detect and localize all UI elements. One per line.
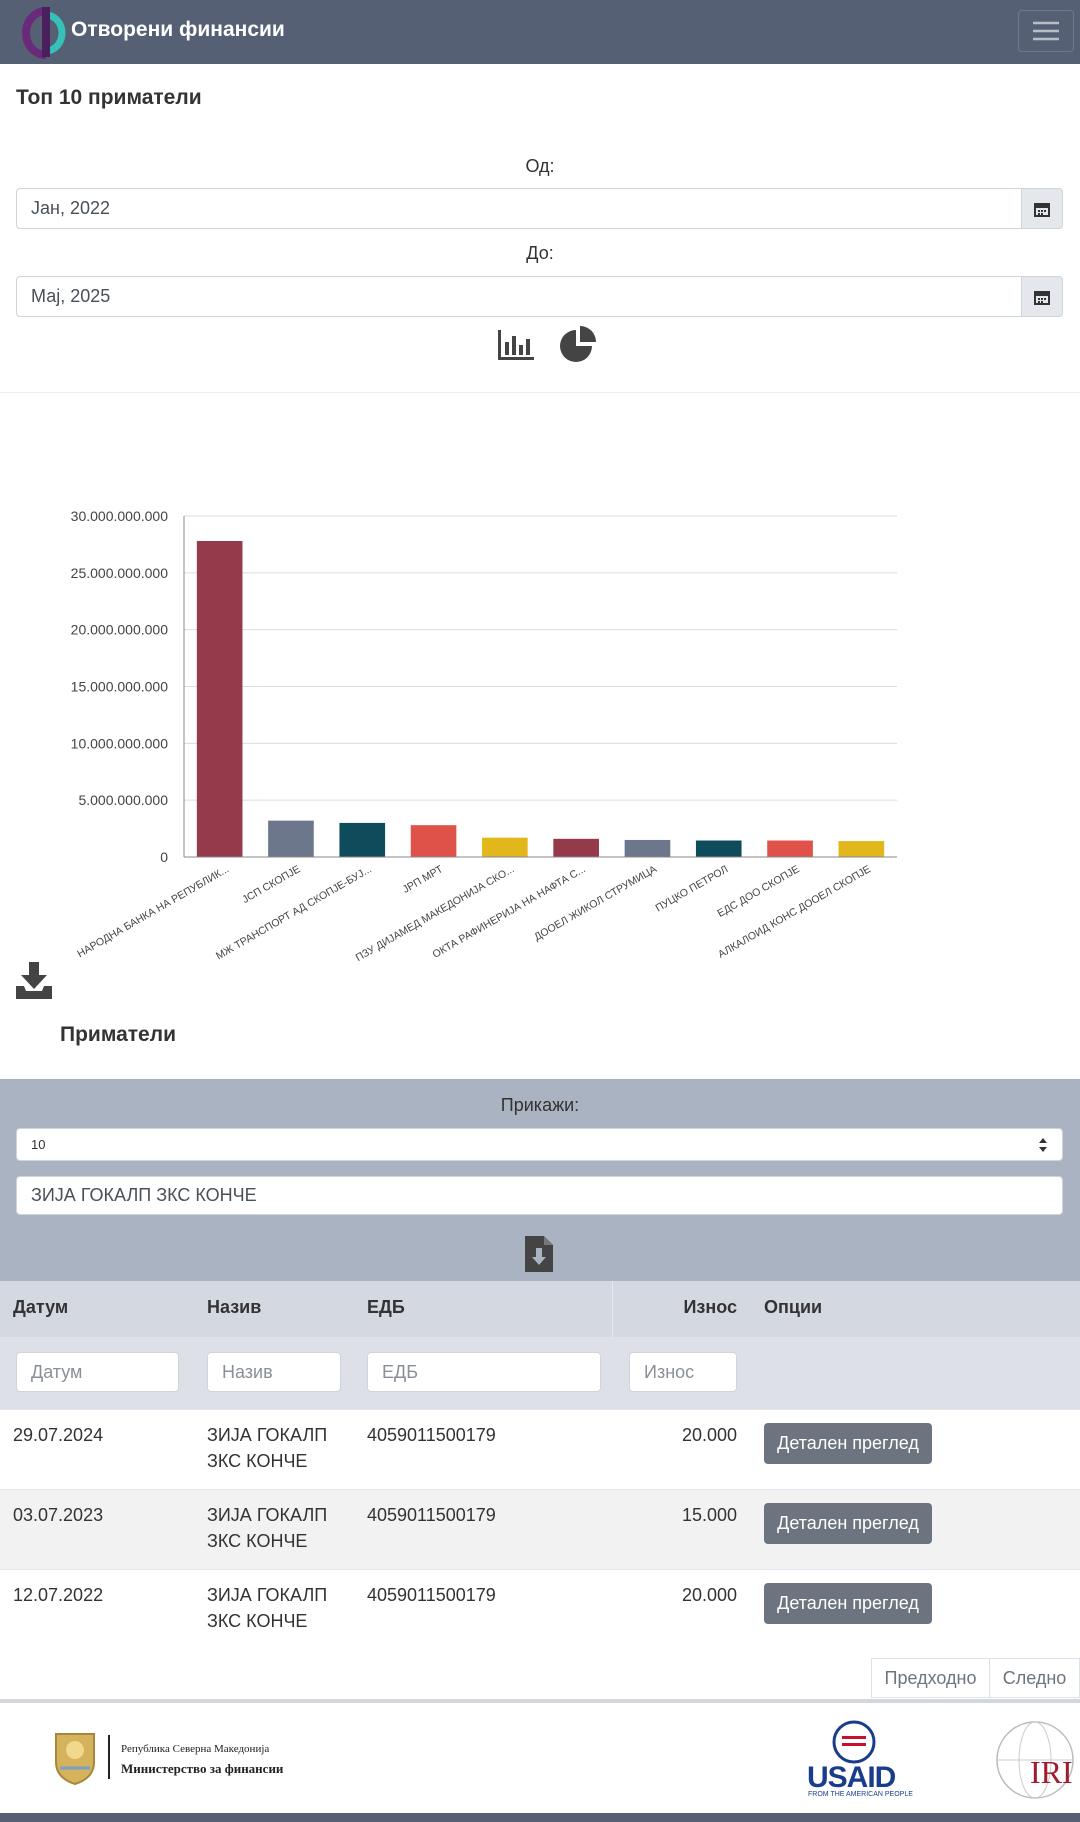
footer-separator — [108, 1735, 110, 1779]
footer-border — [0, 1699, 1080, 1703]
amount-cell: 20.000 — [681, 1425, 737, 1445]
column-filter[interactable]: Износ — [629, 1352, 737, 1392]
column-filter[interactable]: Назив — [207, 1352, 341, 1392]
x-tick-label: ЈРП МРТ — [401, 863, 446, 896]
calendar-button[interactable] — [1021, 276, 1063, 317]
bar — [767, 840, 813, 857]
menu-button[interactable] — [1018, 10, 1074, 52]
detail-button[interactable]: Детален преглед — [764, 1583, 932, 1624]
x-tick-label: ДООЕЛ ЖИКОЛ СТРУМИЦА — [532, 863, 659, 943]
name-cell: ЗИЈА ГОКАЛП ЗКС КОНЧЕ — [207, 1585, 328, 1631]
brand-title: Отворени финансии — [71, 18, 285, 41]
y-tick-label: 5.000.000.000 — [78, 792, 168, 808]
bar-chart-toggle[interactable] — [496, 328, 536, 362]
menu-icon — [1033, 21, 1059, 41]
bar — [196, 541, 243, 857]
footer-bar — [0, 1813, 1080, 1822]
bar — [482, 837, 528, 857]
usaid-logo: USAID — [807, 1761, 896, 1794]
bar — [695, 840, 742, 857]
navbar: Отворени финансии — [0, 0, 1080, 64]
bar — [339, 822, 386, 857]
export-button[interactable] — [525, 1236, 553, 1272]
page-size-select[interactable]: 10 — [16, 1128, 1063, 1161]
ministry-line2: Министерство за финансии — [121, 1761, 284, 1776]
amount-cell: 20.000 — [681, 1585, 737, 1605]
name-cell: ЗИЈА ГОКАЛП ЗКС КОНЧЕ — [207, 1505, 328, 1551]
from-label: Од: — [525, 156, 555, 176]
section-title: Приматели — [60, 1023, 176, 1046]
y-tick-label: 10.000.000.000 — [71, 735, 169, 751]
to-input[interactable]: Мај, 2025 — [16, 276, 1022, 317]
calendar-button[interactable] — [1021, 188, 1063, 229]
select-caret — [1039, 1138, 1047, 1152]
pie-chart-toggle[interactable] — [558, 326, 598, 364]
edb-cell: 4059011500179 — [367, 1585, 496, 1605]
y-tick-label: 15.000.000.000 — [71, 679, 169, 695]
date-cell: 29.07.2024 — [13, 1425, 104, 1445]
detail-button[interactable]: Детален преглед — [764, 1503, 932, 1544]
y-tick-label: 0 — [160, 849, 168, 865]
logo — [22, 7, 66, 59]
calendar-icon — [1034, 290, 1050, 305]
detail-button[interactable]: Детален преглед — [764, 1423, 932, 1464]
date-cell: 12.07.2022 — [13, 1585, 104, 1605]
bar — [624, 839, 671, 857]
x-tick-label: ЈСП СКОПЈЕ — [240, 863, 302, 906]
name-cell: ЗИЈА ГОКАЛП ЗКС КОНЧЕ — [207, 1425, 328, 1471]
y-tick-label: 20.000.000.000 — [71, 622, 169, 638]
amount-cell: 15.000 — [681, 1505, 737, 1525]
date-cell: 03.07.2023 — [13, 1505, 104, 1525]
to-label: До: — [526, 243, 554, 263]
column-divider — [612, 1281, 613, 1337]
edb-cell: 4059011500179 — [367, 1425, 496, 1445]
from-input[interactable]: Јан, 2022 — [16, 188, 1022, 229]
search-input[interactable]: ЗИЈА ГОКАЛП ЗКС КОНЧЕ — [16, 1176, 1063, 1215]
usaid-seal — [832, 1720, 876, 1764]
bar — [268, 820, 314, 857]
next-button[interactable]: Следно — [989, 1658, 1080, 1698]
x-tick-label: АЛКАЛОИД КОНС ДООЕЛ СКОПЈЕ — [716, 863, 873, 960]
prev-button[interactable]: Предходно — [871, 1658, 990, 1698]
coat-of-arms — [55, 1733, 95, 1786]
x-tick-label: ОКТА РАФИНЕРИЈА НА НАФТА С... — [431, 863, 588, 961]
column-filter[interactable]: ЕДБ — [367, 1352, 601, 1392]
show-label: Прикажи: — [500, 1095, 580, 1115]
usaid-tagline: FROM THE AMERICAN PEOPLE — [808, 1791, 913, 1798]
bar — [410, 825, 457, 857]
x-tick-label: НАРОДНА БАНКА НА РЕПУБЛИК... — [75, 863, 231, 960]
chart: 0 5.000.000.000 10.000.000.000 15.000.000.0… — [71, 508, 897, 964]
bar — [838, 841, 885, 857]
edb-cell: 4059011500179 — [367, 1505, 496, 1525]
iri-logo: IRI — [1030, 1754, 1073, 1790]
column-filter[interactable]: Датум — [16, 1352, 179, 1392]
bar — [553, 838, 599, 857]
divider — [0, 392, 1080, 393]
y-tick-label: 30.000.000.000 — [71, 508, 169, 524]
table-header — [0, 1281, 1080, 1337]
iri-globe — [996, 1721, 1074, 1799]
download-chart[interactable] — [16, 962, 54, 1000]
page-title: Топ 10 приматели — [16, 86, 202, 109]
ministry-line1: Република Северна Македонија — [121, 1743, 270, 1755]
y-tick-label: 25.000.000.000 — [71, 565, 169, 581]
calendar-icon — [1034, 202, 1050, 217]
